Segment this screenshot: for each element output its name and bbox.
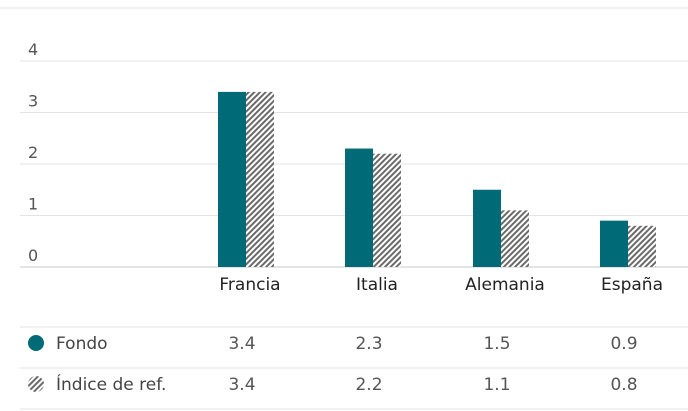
bar-indice-alemania — [501, 210, 529, 267]
table-row-label: Fondo — [56, 334, 108, 354]
y-tick-label: 4 — [28, 40, 38, 59]
fondo-legend-dot-icon — [28, 335, 44, 351]
bar-fondo-italia — [345, 148, 373, 267]
table-cell-value: 0.9 — [610, 334, 637, 354]
table-cell-value: 1.1 — [483, 375, 510, 395]
y-tick-label: 3 — [28, 92, 38, 111]
table-cell-value: 2.2 — [355, 375, 382, 395]
bar-indice-francia — [246, 91, 274, 268]
x-category-label: Francia — [219, 275, 280, 295]
y-tick-label: 1 — [28, 195, 38, 214]
table-cell-value: 3.4 — [228, 375, 255, 395]
x-category-label: Italia — [356, 275, 398, 295]
x-category-label: España — [601, 275, 663, 295]
table-cell-value: 3.4 — [228, 334, 255, 354]
bar-fondo-francia — [218, 91, 246, 268]
table-cell-value: 0.8 — [610, 375, 637, 395]
x-category-label: Alemania — [465, 275, 545, 295]
bar-fondo-españa — [600, 220, 628, 267]
bar-indice-españa — [628, 225, 656, 267]
table-row-label: Índice de ref. — [56, 373, 166, 395]
y-tick-label: 0 — [28, 246, 38, 265]
bar-fondo-alemania — [473, 189, 501, 267]
y-tick-label: 2 — [28, 143, 38, 162]
bar-indice-italia — [373, 153, 401, 267]
indice-legend-hatch-icon — [28, 376, 44, 392]
table-cell-value: 2.3 — [355, 334, 382, 354]
table-cell-value: 1.5 — [483, 334, 510, 354]
